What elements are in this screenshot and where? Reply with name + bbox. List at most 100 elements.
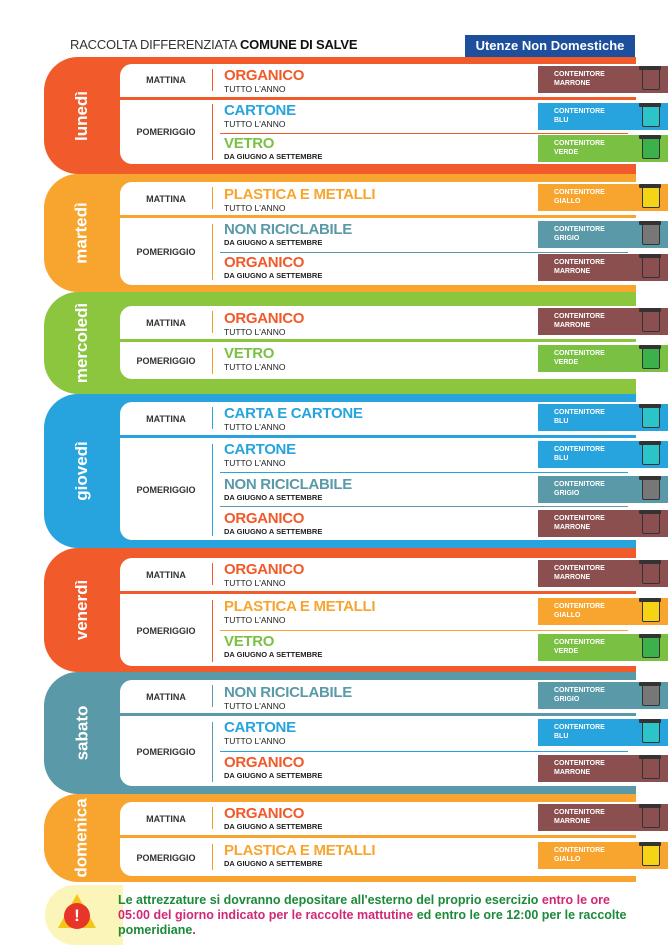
bin-icon bbox=[639, 221, 661, 245]
waste-type: PLASTICA E METALLI bbox=[224, 186, 376, 203]
header-comune: COMUNE DI SALVE bbox=[239, 37, 358, 52]
day-lunedi: lunedì MATTINA POMERIGGIO ORGANICO TUTTO … bbox=[44, 57, 668, 174]
waste-type: VETRO bbox=[224, 135, 275, 152]
container-badge: CONTENITORE VERDE bbox=[538, 634, 668, 661]
bin-icon bbox=[639, 510, 661, 534]
waste-item: NON RICICLABILE TUTTO L'ANNO bbox=[224, 684, 352, 712]
waste-type: CARTONE bbox=[224, 102, 296, 119]
waste-item: CARTA E CARTONE TUTTO L'ANNO bbox=[224, 405, 363, 433]
waste-item: ORGANICO DA GIUGNO A SETTEMBRE bbox=[224, 255, 322, 281]
waste-period: TUTTO L'ANNO bbox=[224, 84, 286, 94]
container-badge: CONTENITORE MARRONE bbox=[538, 510, 668, 537]
bin-icon bbox=[639, 308, 661, 332]
period-label: MATTINA bbox=[146, 317, 186, 328]
waste-item: VETRO TUTTO L'ANNO bbox=[224, 346, 286, 373]
bin-icon bbox=[639, 560, 661, 584]
waste-period: DA GIUGNO A SETTEMBRE bbox=[224, 493, 323, 502]
waste-period: TUTTO L'ANNO bbox=[224, 458, 286, 468]
day-domenica: domenica MATTINA POMERIGGIO ORGANICO DA G… bbox=[44, 794, 668, 882]
bin-icon bbox=[639, 476, 661, 500]
waste-item: ORGANICO TUTTO L'ANNO bbox=[224, 67, 305, 95]
container-badge: CONTENITORE GRIGIO bbox=[538, 476, 668, 503]
utenze-badge: Utenze Non Domestiche bbox=[465, 35, 635, 57]
waste-period: TUTTO L'ANNO bbox=[224, 119, 286, 129]
container-badge: CONTENITORE MARRONE bbox=[538, 308, 668, 335]
bin-icon bbox=[639, 842, 661, 866]
day-name: mercoledì bbox=[72, 302, 91, 384]
waste-period: DA GIUGNO A SETTEMBRE bbox=[224, 527, 323, 536]
bin-icon bbox=[639, 682, 661, 706]
waste-type: CARTA E CARTONE bbox=[224, 405, 363, 422]
bin-icon bbox=[639, 719, 661, 743]
waste-type: VETRO bbox=[224, 633, 275, 650]
bin-icon bbox=[639, 634, 661, 658]
waste-type: ORGANICO bbox=[224, 510, 305, 527]
waste-item: VETRO DA GIUGNO A SETTEMBRE bbox=[224, 634, 322, 660]
day-name: venerdì bbox=[71, 579, 91, 641]
waste-item: VETRO DA GIUGNO A SETTEMBRE bbox=[224, 136, 322, 162]
container-badge: CONTENITORE GIALLO bbox=[538, 598, 668, 625]
period-label: POMERIGGIO bbox=[136, 127, 196, 137]
waste-period: TUTTO L'ANNO bbox=[224, 203, 286, 213]
period-label: MATTINA bbox=[146, 413, 186, 424]
day-mercoledi: mercoledì MATTINA POMERIGGIO ORGANICO TUT… bbox=[44, 292, 668, 394]
period-label: MATTINA bbox=[146, 691, 186, 702]
waste-item: ORGANICO TUTTO L'ANNO bbox=[224, 561, 305, 589]
waste-period: TUTTO L'ANNO bbox=[224, 422, 286, 432]
day-name: lunedì bbox=[72, 90, 91, 141]
waste-item: NON RICICLABILE DA GIUGNO A SETTEMBRE bbox=[224, 477, 352, 503]
waste-item: PLASTICA E METALLI TUTTO L'ANNO bbox=[224, 599, 376, 626]
waste-type: ORGANICO bbox=[224, 805, 305, 822]
day-name: martedì bbox=[71, 202, 91, 264]
period-label: MATTINA bbox=[146, 813, 186, 824]
waste-type: NON RICICLABILE bbox=[224, 221, 352, 238]
waste-type: ORGANICO bbox=[224, 67, 305, 84]
waste-item: NON RICICLABILE DA GIUGNO A SETTEMBRE bbox=[224, 222, 352, 248]
container-badge: CONTENITORE GIALLO bbox=[538, 842, 668, 869]
waste-item: ORGANICO DA GIUGNO A SETTEMBRE bbox=[224, 755, 322, 781]
day-name: domenica bbox=[72, 798, 92, 878]
waste-period: TUTTO L'ANNO bbox=[224, 362, 286, 372]
container-badge: CONTENITORE MARRONE bbox=[538, 560, 668, 587]
bin-icon bbox=[639, 184, 661, 208]
waste-item: CARTONE TUTTO L'ANNO bbox=[224, 441, 296, 469]
container-badge: CONTENITORE GRIGIO bbox=[538, 682, 668, 709]
warning-exclamation-icon: ! bbox=[64, 903, 90, 929]
waste-type: CARTONE bbox=[224, 441, 296, 458]
day-martedi: martedì MATTINA POMERIGGIO PLASTICA E ME… bbox=[44, 174, 668, 292]
waste-type: NON RICICLABILE bbox=[224, 684, 352, 701]
waste-item: PLASTICA E METALLI TUTTO L'ANNO bbox=[224, 186, 376, 214]
bin-icon bbox=[639, 135, 661, 159]
container-badge: CONTENITORE MARRONE bbox=[538, 66, 668, 93]
waste-period: DA GIUGNO A SETTEMBRE bbox=[224, 650, 323, 659]
container-badge: CONTENITORE BLU bbox=[538, 103, 668, 130]
bin-icon bbox=[639, 345, 661, 369]
container-badge: CONTENITORE MARRONE bbox=[538, 804, 668, 831]
bin-icon bbox=[639, 755, 661, 779]
period-label: MATTINA bbox=[146, 75, 186, 85]
period-label: POMERIGGIO bbox=[136, 247, 196, 257]
waste-period: DA GIUGNO A SETTEMBRE bbox=[224, 238, 323, 247]
period-label: MATTINA bbox=[146, 193, 186, 204]
bin-icon bbox=[639, 441, 661, 465]
day-name: giovedì bbox=[71, 441, 91, 501]
waste-type: CARTONE bbox=[224, 719, 296, 736]
waste-period: DA GIUGNO A SETTEMBRE bbox=[224, 271, 323, 280]
waste-period: TUTTO L'ANNO bbox=[224, 736, 286, 746]
waste-period: DA GIUGNO A SETTEMBRE bbox=[224, 859, 323, 868]
waste-type: ORGANICO bbox=[224, 561, 305, 578]
bin-icon bbox=[639, 254, 661, 278]
waste-type: NON RICICLABILE bbox=[224, 476, 352, 493]
period-label: POMERIGGIO bbox=[136, 356, 196, 366]
day-giovedi: giovedì MATTINA POMERIGGIO CARTA E CARTO… bbox=[44, 394, 668, 548]
bin-icon bbox=[639, 103, 661, 127]
day-sabato: sabato MATTINA POMERIGGIO NON RICICLABIL… bbox=[44, 672, 668, 794]
bin-icon bbox=[639, 66, 661, 90]
bin-icon bbox=[639, 804, 661, 828]
page-header: RACCOLTA DIFFERENZIATA COMUNE DI SALVE bbox=[70, 37, 358, 52]
period-label: POMERIGGIO bbox=[136, 746, 196, 757]
footer-notice: Le attrezzature si dovranno depositare a… bbox=[118, 893, 627, 937]
waste-type: ORGANICO bbox=[224, 310, 305, 327]
day-name: sabato bbox=[71, 705, 91, 761]
header-prefix: RACCOLTA DIFFERENZIATA bbox=[70, 37, 240, 52]
